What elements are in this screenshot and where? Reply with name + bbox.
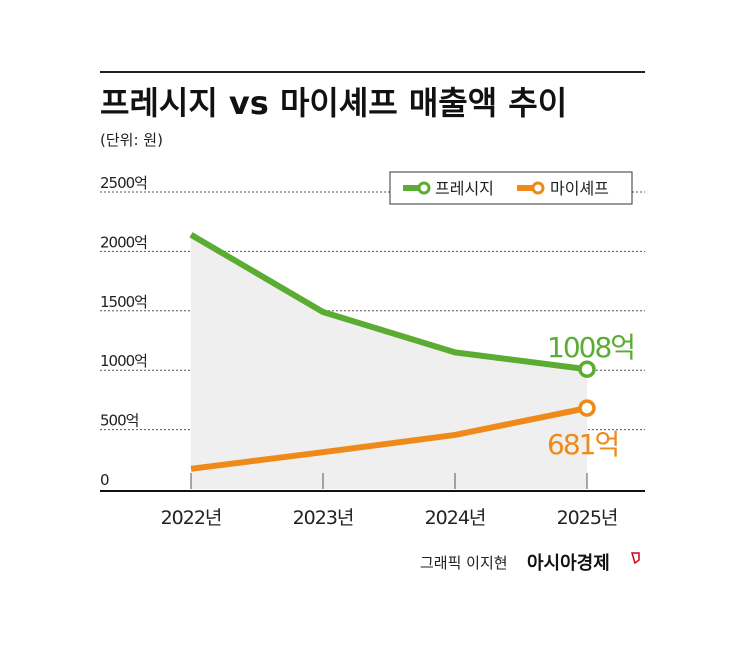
x-tick-label: 2024년 (425, 507, 486, 529)
chart-title: 프레시지 vs 마이셰프 매출액 추이 (100, 84, 567, 122)
x-tick-label: 2023년 (293, 507, 354, 529)
y-tick-label: 1000억 (100, 352, 147, 370)
x-tick-label: 2025년 (557, 507, 618, 529)
y-tick-label: 2000억 (100, 233, 147, 251)
legend-marker-presizi (419, 183, 429, 193)
legend-label-presizi: 프레시지 (435, 179, 494, 198)
end-value-label: 681억 (547, 428, 618, 461)
end-value-label: 1008억 (547, 331, 634, 364)
legend: 프레시지 마이셰프 (390, 172, 632, 204)
legend-label-myche: 마이셰프 (550, 179, 609, 198)
data-point-marker (580, 362, 594, 376)
y-tick-label: 500억 (100, 412, 138, 430)
credit: 그래픽 이지현 (420, 554, 508, 572)
brand-mark-icon (632, 553, 639, 563)
x-tick-label: 2022년 (161, 507, 222, 529)
y-tick-label: 1500억 (100, 293, 147, 311)
legend-marker-myche (533, 183, 543, 193)
data-point-marker (580, 401, 594, 415)
y-tick-label: 2500억 (100, 174, 147, 192)
chart-subtitle: (단위: 원) (100, 131, 163, 149)
brand-logo: 아시아경제 (527, 553, 610, 574)
y-tick-label: 0 (100, 471, 109, 489)
